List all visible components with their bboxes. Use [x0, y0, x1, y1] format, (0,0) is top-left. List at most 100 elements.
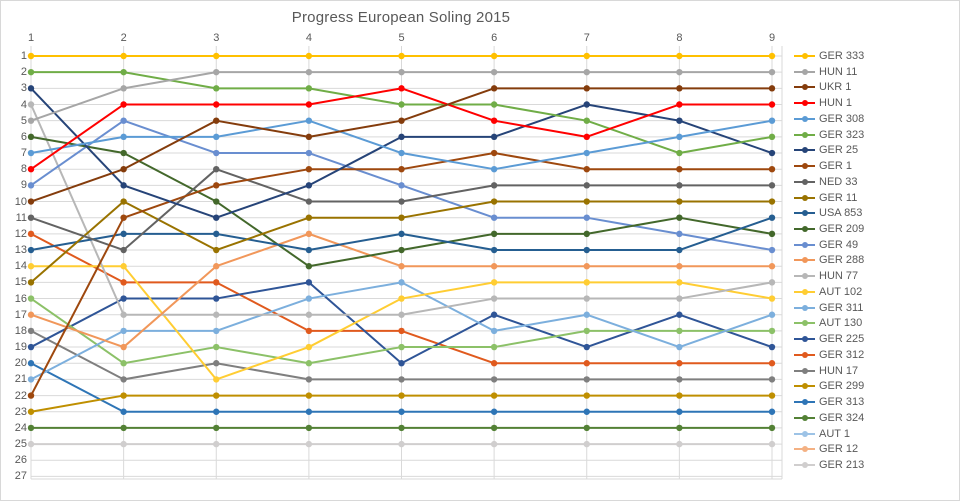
- series-hun-11[interactable]: [27, 68, 776, 124]
- legend-item[interactable]: GER 313: [794, 395, 864, 409]
- legend-item[interactable]: GER 225: [794, 332, 864, 346]
- legend-series-marker-icon: [794, 175, 815, 189]
- series-ger-312[interactable]: [27, 230, 776, 367]
- legend-series-marker-icon: [794, 442, 815, 456]
- series-hun-17[interactable]: [27, 327, 776, 383]
- series-ger-299[interactable]: [27, 392, 776, 415]
- legend-item[interactable]: GER 49: [794, 238, 858, 252]
- series-ger-288[interactable]: [27, 230, 776, 351]
- legend-item[interactable]: HUN 1: [794, 96, 852, 110]
- legend-series-label: GER 308: [819, 112, 865, 125]
- legend-item[interactable]: AUT 102: [794, 285, 862, 299]
- x-axis-tick: 1: [27, 32, 35, 44]
- series-ger-225[interactable]: [27, 279, 776, 367]
- series-ger-213[interactable]: [27, 440, 776, 448]
- chart-legend: GER 333 HUN 11 UKR 1 HUN 1 GER 308 GER 3…: [791, 1, 959, 500]
- legend-item[interactable]: GER 312: [794, 348, 864, 362]
- legend-item[interactable]: GER 324: [794, 411, 864, 425]
- legend-item[interactable]: GER 308: [794, 112, 864, 126]
- legend-series-label: GER 324: [819, 411, 865, 424]
- legend-series-marker-icon: [794, 96, 815, 110]
- y-axis-tick: 27: [14, 470, 27, 483]
- legend-series-label: GER 288: [819, 254, 865, 267]
- legend-series-marker-icon: [794, 128, 815, 142]
- legend-item[interactable]: AUT 130: [794, 316, 862, 330]
- legend-series-label: GER 213: [819, 458, 865, 471]
- legend-series-marker-icon: [794, 80, 815, 94]
- y-axis-tick: 24: [14, 421, 27, 434]
- legend-item[interactable]: GER 299: [794, 379, 864, 393]
- series-hun-77[interactable]: [27, 101, 776, 318]
- x-axis-tick: 9: [768, 32, 776, 44]
- legend-item[interactable]: AUT 1: [794, 427, 850, 441]
- legend-item[interactable]: USA 853: [794, 206, 862, 220]
- x-axis-tick: 5: [398, 32, 405, 44]
- series-ger-308[interactable]: [27, 117, 776, 173]
- legend-series-marker-icon: [794, 191, 815, 205]
- x-axis-tick: 3: [213, 32, 220, 44]
- legend-series-label: GER 323: [819, 128, 865, 141]
- series-ger-333[interactable]: [27, 52, 776, 60]
- legend-item[interactable]: GER 11: [794, 191, 857, 205]
- series-hun-1[interactable]: [27, 85, 776, 173]
- legend-item[interactable]: GER 311: [794, 301, 863, 315]
- series-ger-1[interactable]: [27, 149, 776, 399]
- legend-series-label: UKR 1: [819, 81, 852, 94]
- legend-series-marker-icon: [794, 316, 815, 330]
- legend-series-marker-icon: [794, 269, 815, 283]
- legend-item[interactable]: GER 1: [794, 159, 852, 173]
- series-ned-33[interactable]: [27, 165, 776, 254]
- legend-series-marker-icon: [794, 301, 815, 315]
- legend-series-label: GER 209: [819, 223, 865, 236]
- series-ukr-1[interactable]: [27, 85, 776, 205]
- legend-series-label: GER 11: [819, 191, 858, 204]
- legend-item[interactable]: NED 33: [794, 175, 858, 189]
- legend-series-label: HUN 17: [819, 364, 859, 377]
- y-axis-tick: 10: [14, 195, 27, 208]
- legend-series-marker-icon: [794, 395, 815, 409]
- legend-item[interactable]: HUN 11: [794, 65, 857, 79]
- legend-item[interactable]: GER 12: [794, 442, 858, 456]
- x-axis-tick: 6: [491, 32, 498, 44]
- series-ger-311[interactable]: [27, 279, 776, 383]
- y-axis-tick: 9: [20, 179, 27, 192]
- series-usa-853[interactable]: [27, 214, 776, 254]
- y-axis-tick: 21: [14, 373, 27, 386]
- series-ger-313[interactable]: [27, 360, 776, 415]
- series-aut-130[interactable]: [27, 295, 776, 367]
- legend-series-label: GER 12: [819, 443, 859, 456]
- legend-series-label: HUN 77: [819, 270, 859, 283]
- legend-series-label: GER 25: [819, 144, 859, 157]
- legend-item[interactable]: HUN 17: [794, 364, 858, 378]
- y-axis-tick: 11: [15, 211, 27, 224]
- legend-series-label: GER 1: [819, 160, 853, 173]
- series-ger-324[interactable]: [27, 424, 776, 432]
- legend-series-label: NED 33: [819, 175, 858, 188]
- series-aut-102[interactable]: [27, 263, 776, 383]
- legend-series-marker-icon: [794, 222, 815, 236]
- y-axis-tick: 23: [14, 405, 27, 418]
- legend-series-marker-icon: [794, 159, 815, 173]
- legend-series-marker-icon: [794, 364, 815, 378]
- y-axis-tick: 16: [14, 292, 27, 305]
- y-axis-tick: 4: [20, 98, 27, 111]
- legend-item[interactable]: UKR 1: [794, 80, 851, 94]
- legend-series-marker-icon: [794, 332, 815, 346]
- legend-item[interactable]: GER 209: [794, 222, 864, 236]
- legend-series-label: HUN 1: [819, 97, 853, 110]
- series-ger-49[interactable]: [27, 117, 776, 254]
- y-axis-tick: 3: [20, 82, 27, 95]
- legend-item[interactable]: GER 288: [794, 253, 864, 267]
- series-ger-209[interactable]: [27, 133, 776, 270]
- x-axis-tick: 7: [583, 32, 590, 44]
- y-axis-tick: 18: [14, 324, 27, 337]
- legend-item[interactable]: GER 213: [794, 458, 864, 472]
- legend-item[interactable]: HUN 77: [794, 269, 858, 283]
- legend-item[interactable]: GER 323: [794, 128, 864, 142]
- legend-item[interactable]: GER 333: [794, 49, 864, 63]
- y-axis-tick: 15: [14, 276, 27, 289]
- legend-series-label: USA 853: [819, 207, 863, 220]
- legend-item[interactable]: GER 25: [794, 143, 858, 157]
- series-ger-11[interactable]: [27, 198, 776, 286]
